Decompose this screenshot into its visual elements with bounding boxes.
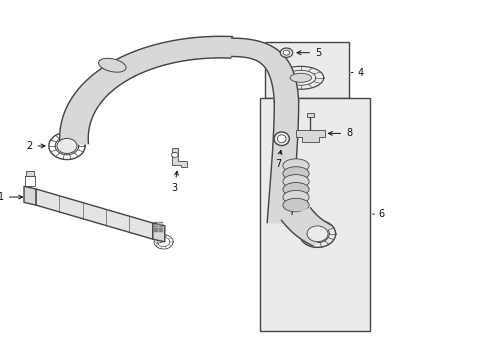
Bar [154, 231, 156, 233]
Bar [154, 222, 156, 224]
Bar [156, 222, 158, 224]
Polygon shape [24, 186, 36, 205]
Polygon shape [60, 36, 232, 145]
Bar [260, 98, 370, 330]
Bar [154, 224, 156, 225]
Polygon shape [282, 208, 332, 246]
Circle shape [57, 138, 77, 153]
Bar [159, 231, 161, 233]
Bar [26, 171, 34, 176]
Bar [161, 222, 163, 224]
Ellipse shape [283, 198, 309, 212]
Bar [154, 229, 156, 231]
Bar [159, 228, 161, 229]
Ellipse shape [290, 73, 312, 82]
Ellipse shape [283, 190, 309, 204]
Bar [156, 226, 158, 227]
Circle shape [283, 50, 290, 55]
Polygon shape [172, 148, 187, 167]
Text: 6: 6 [379, 209, 385, 219]
Bar [156, 228, 158, 229]
Polygon shape [153, 223, 165, 242]
Bar [159, 222, 161, 224]
Ellipse shape [274, 132, 290, 145]
Text: 2: 2 [26, 141, 45, 151]
Bar [161, 224, 163, 225]
Text: 1: 1 [0, 192, 23, 202]
Polygon shape [296, 130, 325, 142]
Circle shape [172, 152, 178, 157]
Ellipse shape [283, 159, 309, 172]
Text: 8: 8 [328, 129, 352, 138]
Circle shape [280, 48, 293, 57]
Bar [159, 224, 161, 225]
Bar [156, 224, 158, 225]
Polygon shape [36, 189, 153, 239]
Bar [154, 228, 156, 229]
Text: 5: 5 [297, 48, 321, 58]
Ellipse shape [98, 58, 126, 72]
Bar [161, 228, 163, 229]
Text: 7: 7 [275, 150, 282, 170]
Text: 3: 3 [172, 171, 178, 193]
Ellipse shape [283, 183, 309, 196]
Polygon shape [232, 38, 298, 102]
Bar [307, 113, 314, 117]
Circle shape [307, 226, 328, 242]
Bar [161, 226, 163, 227]
Bar [265, 42, 348, 98]
Ellipse shape [283, 175, 309, 188]
Bar [156, 231, 158, 233]
Bar [156, 229, 158, 231]
Bar [159, 226, 161, 227]
Bar [161, 229, 163, 231]
Bar [159, 229, 161, 231]
Text: 4: 4 [357, 68, 363, 77]
Ellipse shape [277, 135, 286, 143]
Bar [154, 226, 156, 227]
Polygon shape [267, 101, 299, 224]
Bar [161, 231, 163, 233]
Ellipse shape [283, 167, 309, 180]
